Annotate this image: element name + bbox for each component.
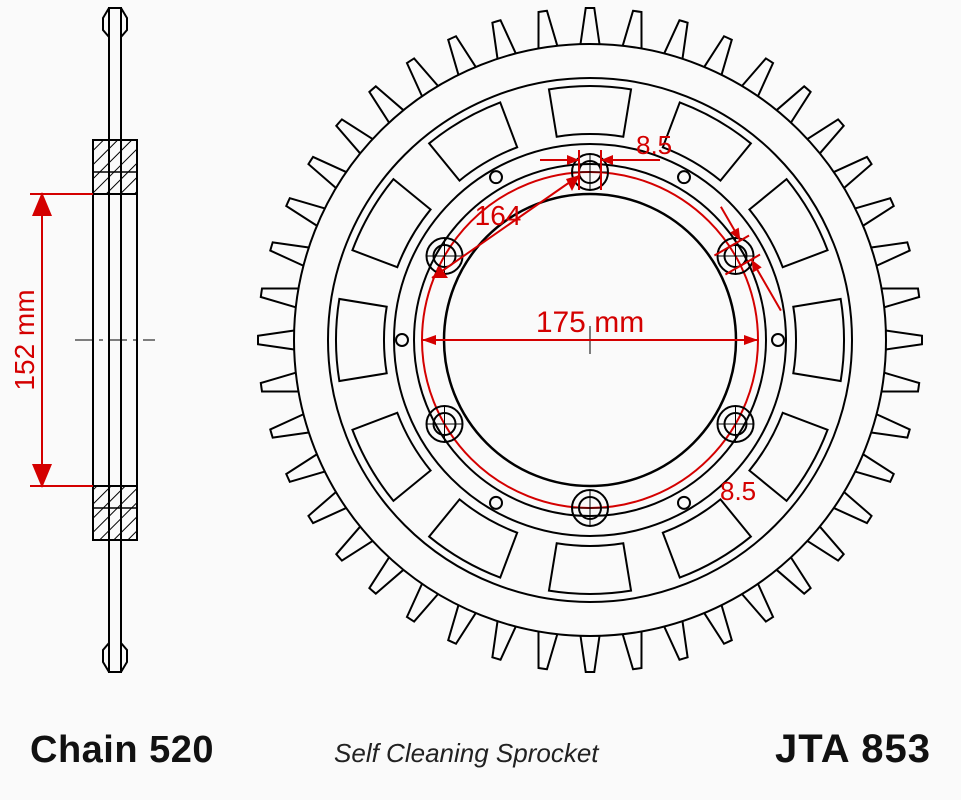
sprocket-side-view xyxy=(75,8,155,672)
dimension-175mm: 175 mm xyxy=(422,306,758,345)
dim-8p5-bottom-text: 8.5 xyxy=(720,476,756,506)
technical-drawing-canvas: 152 mm xyxy=(0,0,961,800)
part-number-label: JTA 853 xyxy=(775,727,931,772)
chain-label: Chain 520 xyxy=(30,729,214,772)
dim-164-text: 164 xyxy=(475,200,522,231)
dim-8p5-top-text: 8.5 xyxy=(636,130,672,160)
dim-175-text: 175 mm xyxy=(536,306,644,339)
bottom-label-row: Chain 520 Self Cleaning Sprocket JTA 853 xyxy=(0,727,961,772)
dim-152-text: 152 mm xyxy=(9,289,40,390)
subtitle-label: Self Cleaning Sprocket xyxy=(334,738,775,769)
